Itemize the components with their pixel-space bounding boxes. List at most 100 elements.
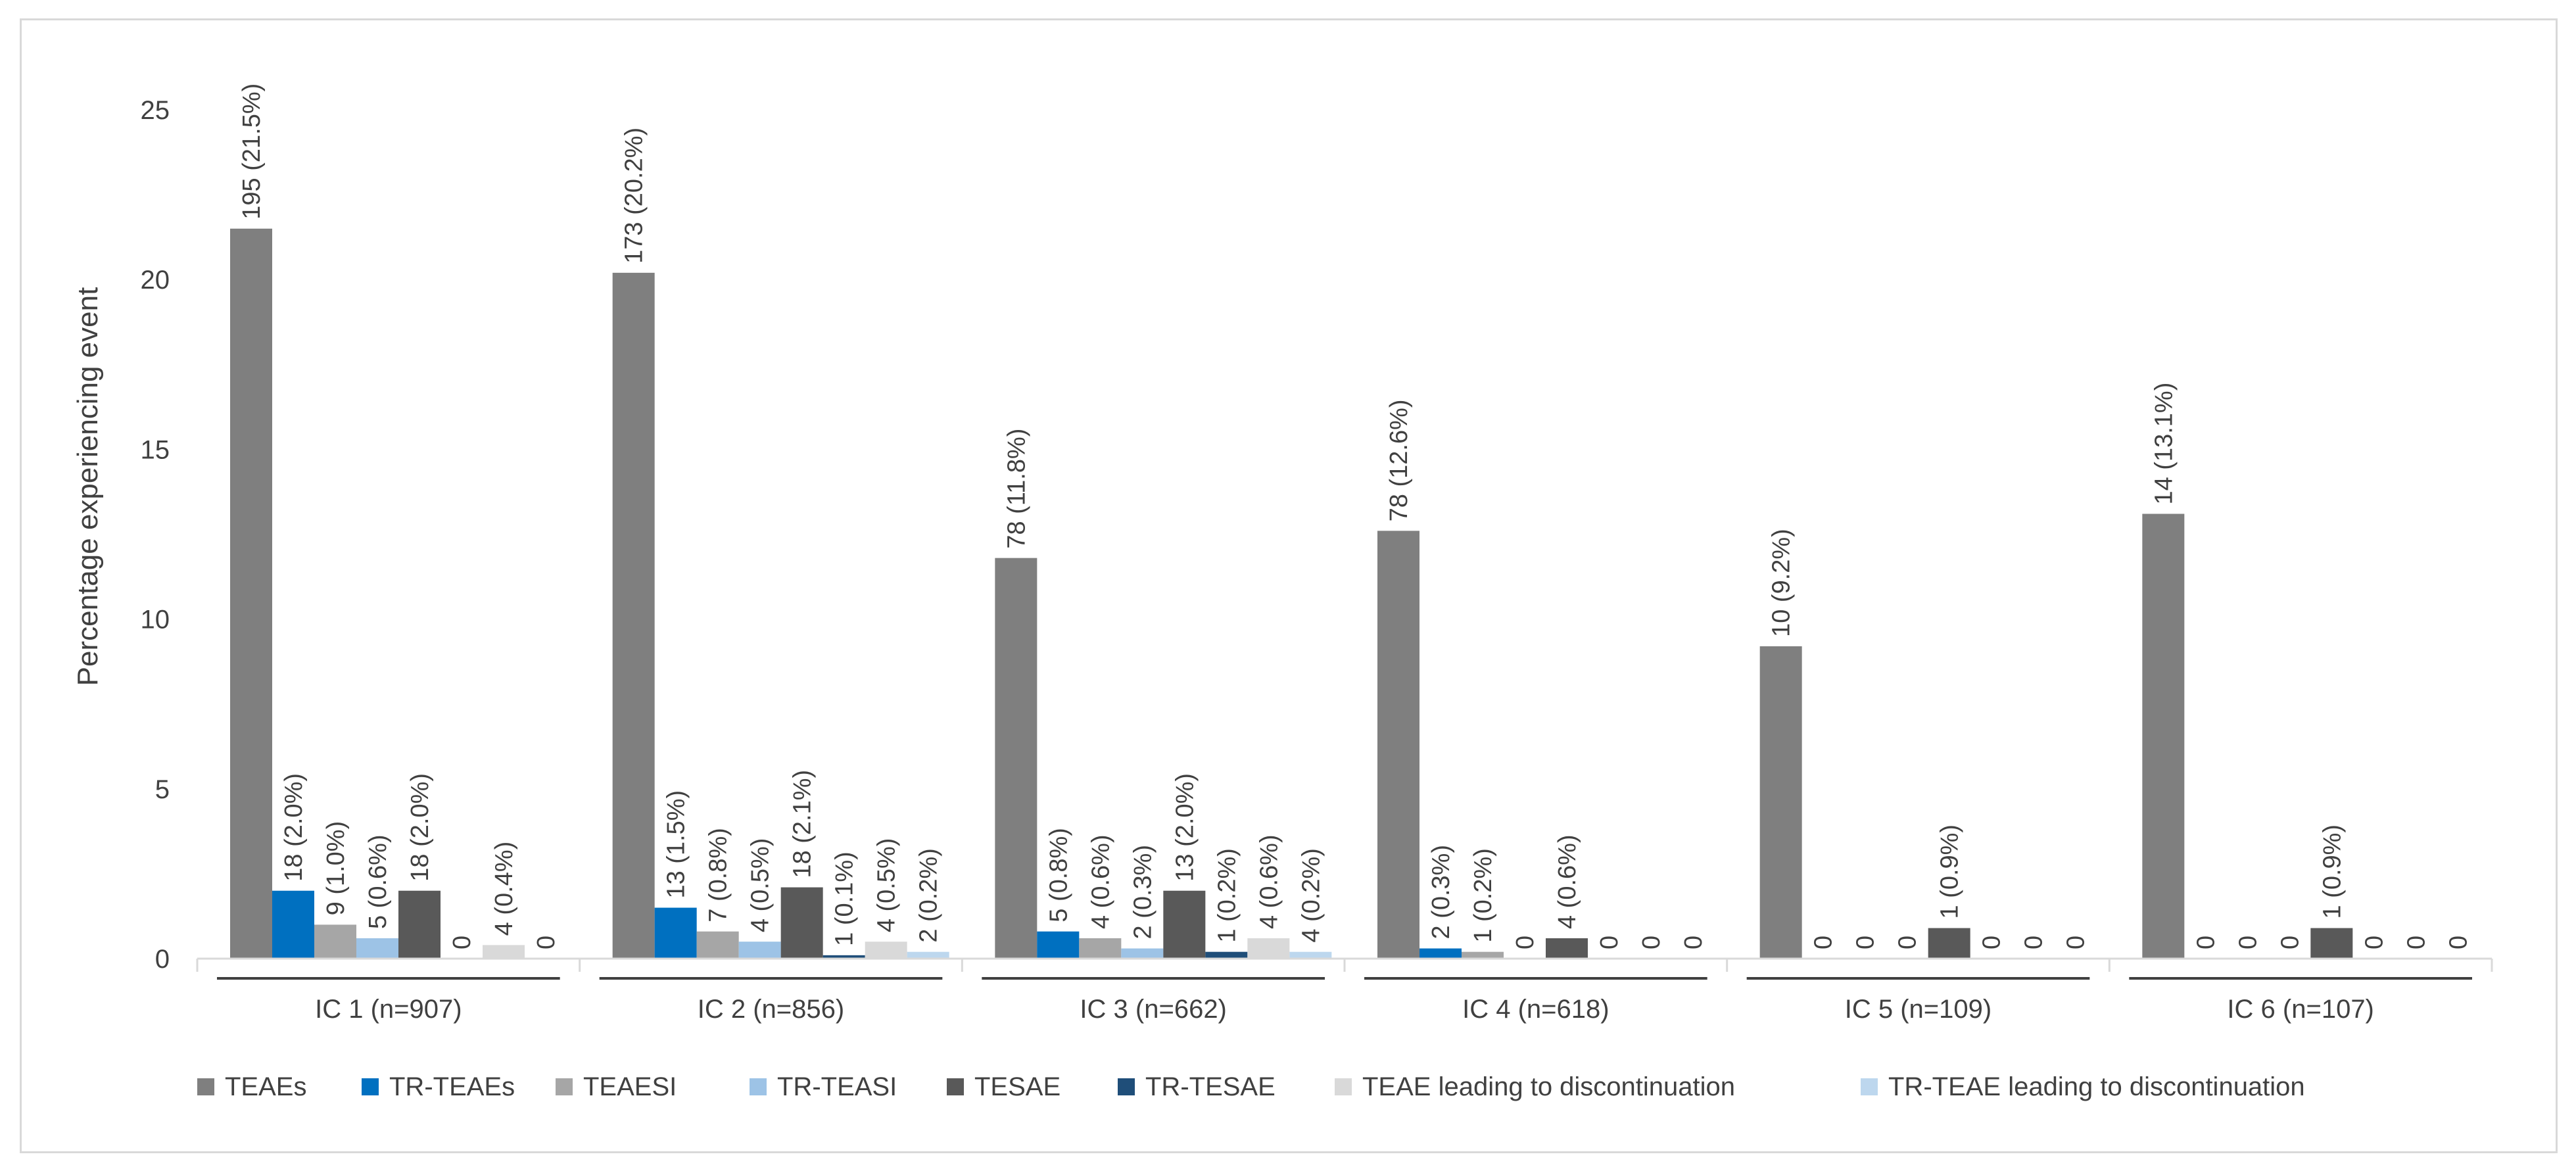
data-label: 18 (2.0%) — [406, 773, 434, 882]
data-label: 78 (11.8%) — [1003, 429, 1030, 549]
data-label: 0 — [1596, 936, 1623, 949]
data-label: 0 — [2402, 936, 2430, 949]
bar-tesae — [1928, 928, 1970, 959]
x-category-label: IC 2 (n=856) — [698, 995, 844, 1024]
legend-entry: TR-TEAE leading to discontinuation — [1888, 1072, 2305, 1101]
bar-tesae — [2310, 928, 2353, 959]
x-category-label: IC 3 (n=662) — [1080, 995, 1226, 1024]
y-tick-label: 20 — [141, 266, 170, 295]
bar-tr-teaes — [1419, 948, 1462, 959]
x-category-label: IC 5 (n=109) — [1845, 995, 1992, 1024]
y-axis-ticks: 0 5 10 15 20 25 — [141, 96, 170, 974]
data-label: 0 — [1894, 936, 1922, 949]
legend-swatch — [1118, 1078, 1135, 1095]
bar-tr-teaes — [272, 890, 314, 959]
bar-teaesi — [1079, 938, 1122, 959]
legend-entry: TR-TESAE — [1145, 1072, 1276, 1101]
bar-teaes — [230, 228, 272, 959]
data-label: 1 (0.2%) — [1213, 848, 1241, 943]
legend-swatch — [1335, 1078, 1352, 1095]
data-label: 4 (0.4%) — [490, 842, 518, 936]
bar-tr-teae-leading-to-discontinuation — [1289, 951, 1332, 959]
data-label: 2 (0.3%) — [1129, 845, 1157, 940]
bar-tr-teaes — [654, 907, 697, 959]
data-label: 5 (0.6%) — [364, 834, 392, 929]
data-label: 18 (2.1%) — [789, 770, 817, 878]
data-label: 0 — [2020, 936, 2048, 949]
data-label: 1 (0.2%) — [1469, 848, 1497, 943]
y-tick-label: 15 — [141, 435, 170, 464]
bar-tesae — [780, 887, 823, 959]
legend-entry: TEAEs — [225, 1072, 306, 1101]
y-tick-label: 0 — [155, 945, 170, 974]
legend-swatch — [362, 1078, 379, 1095]
y-axis-title: Percentage experiencing event — [72, 287, 104, 686]
data-label: 1 (0.1%) — [831, 851, 859, 946]
bar-teaes — [1377, 531, 1419, 959]
bar-teaes — [995, 558, 1038, 959]
data-label: 0 — [1978, 936, 2006, 949]
bar-teaesi — [696, 931, 739, 959]
data-label: 14 (13.1%) — [2150, 383, 2178, 505]
data-label: 9 (1.0%) — [322, 821, 350, 916]
data-label: 0 — [2234, 936, 2262, 949]
data-label: 0 — [2276, 936, 2304, 949]
data-label: 0 — [2192, 936, 2220, 949]
legend-swatch — [556, 1078, 573, 1095]
y-tick-label: 25 — [141, 96, 170, 125]
data-label: 0 — [1638, 936, 1665, 949]
bar-teaesi — [1462, 951, 1504, 959]
data-label: 2 (0.2%) — [915, 848, 943, 943]
data-label: 0 — [1512, 936, 1539, 949]
bar-tr-teasi — [738, 942, 781, 959]
data-label: 5 (0.8%) — [1045, 828, 1072, 922]
data-label: 4 (0.2%) — [1297, 848, 1325, 943]
x-category-label: IC 6 (n=107) — [2227, 995, 2373, 1024]
data-label: 0 — [448, 936, 476, 949]
data-label: 0 — [2445, 936, 2472, 949]
data-label: 0 — [1680, 936, 1707, 949]
chart-frame — [20, 18, 2558, 1153]
bars — [230, 228, 2353, 959]
bar-teaes — [612, 272, 655, 959]
bar-teaesi — [314, 924, 356, 959]
data-label: 173 (20.2%) — [621, 128, 648, 264]
data-label: 1 (0.9%) — [1936, 824, 1964, 919]
legend-swatch — [750, 1078, 767, 1095]
x-axis: IC 1 (n=907) IC 2 (n=856) IC 3 (n=662) IC 4… — [196, 957, 2493, 1024]
bar-tr-teasi — [356, 938, 398, 959]
legend-swatch — [1861, 1078, 1878, 1095]
data-label: 4 (0.6%) — [1255, 834, 1283, 929]
data-label: 13 (2.0%) — [1171, 773, 1199, 882]
bar-tesae — [1163, 890, 1206, 959]
data-label: 195 (21.5%) — [238, 84, 266, 220]
bar-teaes — [2142, 514, 2185, 959]
y-axis-label: Percentage experiencing event — [72, 287, 104, 686]
data-label: 0 — [1810, 936, 1838, 949]
x-category-label: IC 1 (n=907) — [315, 995, 462, 1024]
legend-entry: TR-TEAEs — [389, 1072, 515, 1101]
data-label: 10 (9.2%) — [1768, 529, 1796, 637]
bar-tr-tesae — [823, 955, 865, 959]
data-label: 0 — [2360, 936, 2388, 949]
bar-teae-leading-to-discontinuation — [1247, 938, 1290, 959]
data-label: 1 (0.9%) — [2318, 824, 2346, 919]
y-tick-label: 10 — [141, 606, 170, 634]
data-label: 2 (0.3%) — [1427, 845, 1455, 940]
data-label: 78 (12.6%) — [1385, 399, 1413, 521]
legend-entry: TEAESI — [583, 1072, 677, 1101]
data-labels: 195 (21.5%) 18 (2.0%) 9 (1.0%) 5 (0.6%) 18 (… — [238, 84, 2472, 949]
bar-tr-teasi — [1121, 948, 1164, 959]
x-category-label: IC 4 (n=618) — [1462, 995, 1609, 1024]
bar-tr-teae-leading-to-discontinuation — [907, 951, 949, 959]
data-label: 4 (0.5%) — [747, 838, 775, 933]
data-label: 13 (1.5%) — [663, 790, 690, 899]
bar-tr-tesae — [1205, 951, 1248, 959]
bar-teaes — [1759, 646, 1802, 959]
legend-swatch — [197, 1078, 214, 1095]
bar-teae-leading-to-discontinuation — [483, 945, 525, 959]
data-label: 0 — [1852, 936, 1880, 949]
legend-swatch — [947, 1078, 964, 1095]
y-tick-label: 5 — [155, 775, 170, 804]
